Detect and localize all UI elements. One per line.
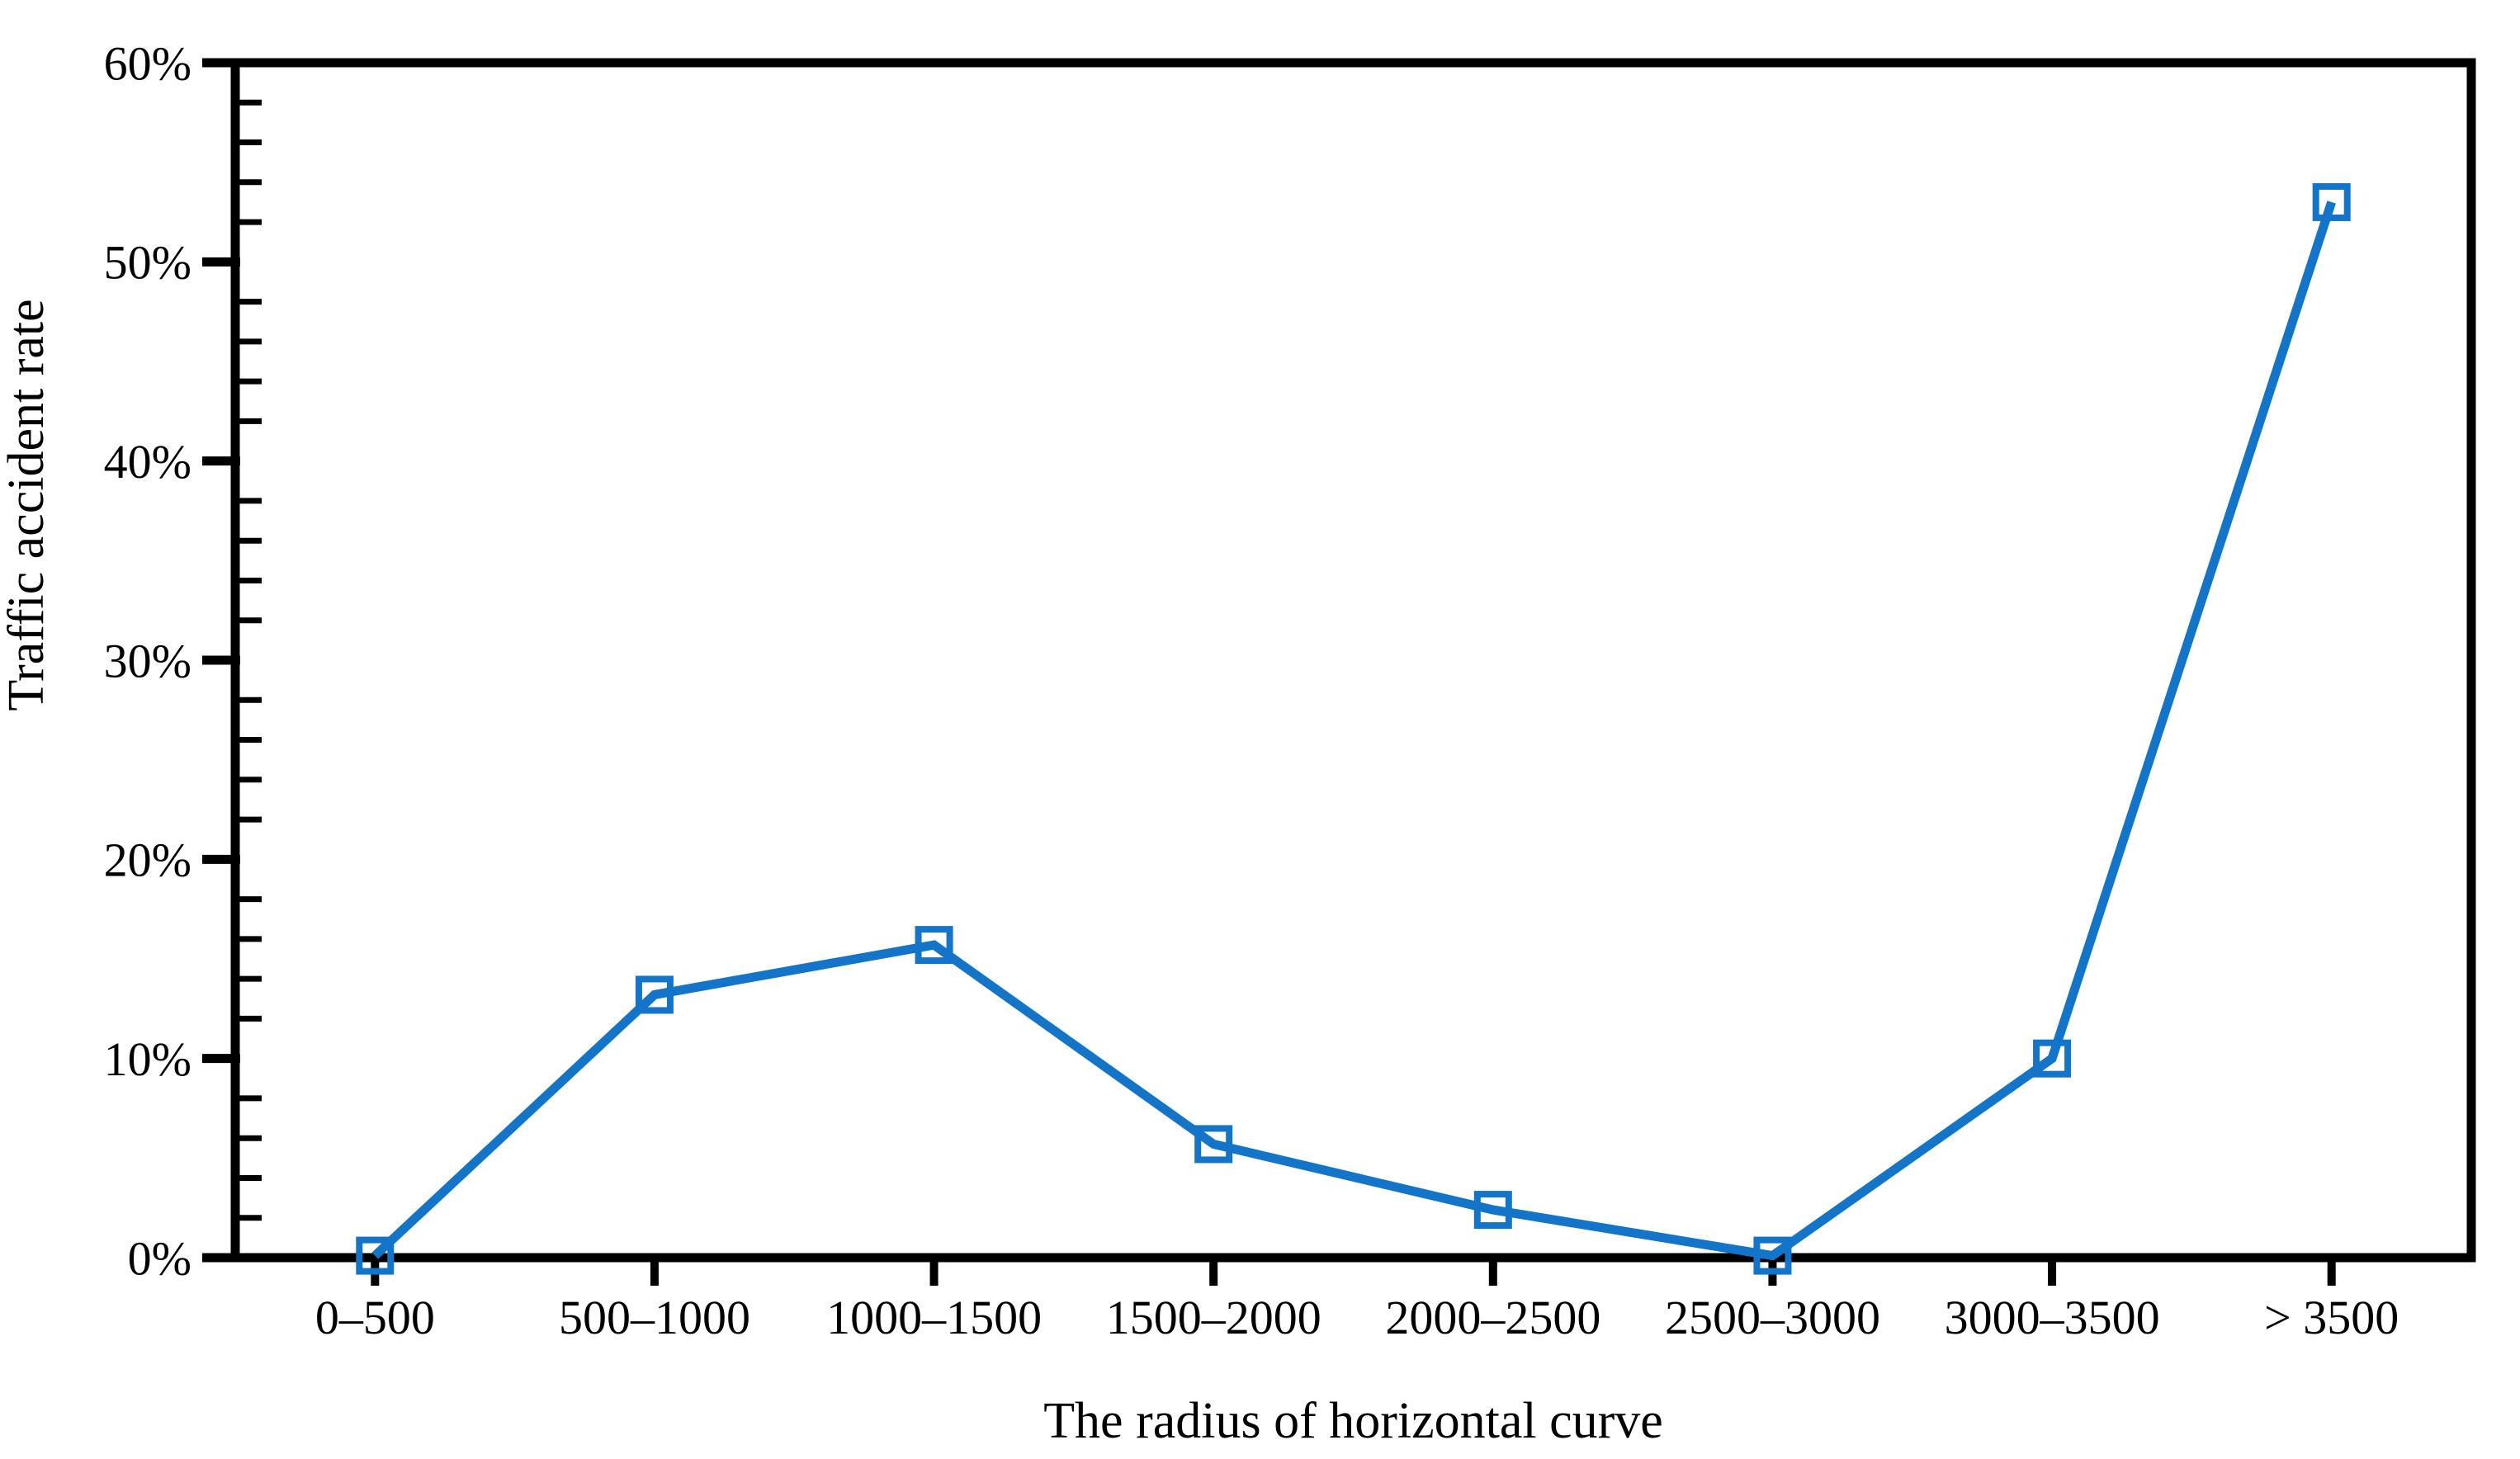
x-tick-label: 500–1000 bbox=[559, 1291, 750, 1344]
data-point-marker bbox=[915, 926, 953, 965]
y-tick-label: 50% bbox=[104, 236, 191, 290]
data-point-marker bbox=[2033, 1039, 2072, 1078]
x-tick-label: > 3500 bbox=[2264, 1291, 2399, 1344]
y-tick-label: 30% bbox=[104, 634, 191, 687]
x-tick-label: 2500–3000 bbox=[1665, 1291, 1880, 1344]
data-point-marker bbox=[356, 1236, 395, 1275]
y-tick-label: 60% bbox=[104, 36, 191, 90]
x-tick-label: 1000–1500 bbox=[826, 1291, 1042, 1344]
series-line bbox=[371, 201, 2336, 1261]
data-point-marker bbox=[2312, 182, 2351, 221]
x-tick-label: 2000–2500 bbox=[1385, 1291, 1600, 1344]
x-tick-label: 1500–2000 bbox=[1106, 1291, 1321, 1344]
y-tick-label: 20% bbox=[104, 833, 191, 887]
data-point-marker bbox=[1473, 1191, 1512, 1230]
y-tick-label: 10% bbox=[104, 1032, 191, 1086]
y-axis-title: Traffic accident rate bbox=[0, 299, 54, 711]
data-point-marker bbox=[1753, 1236, 1792, 1275]
x-tick-label: 3000–3500 bbox=[1945, 1291, 2160, 1344]
y-tick-label: 40% bbox=[104, 435, 191, 489]
data-point-marker bbox=[635, 975, 674, 1014]
data-point-marker bbox=[1194, 1125, 1233, 1164]
y-tick-label: 0% bbox=[128, 1231, 191, 1285]
x-axis-title: The radius of horizontal curve bbox=[1043, 1393, 1663, 1449]
x-tick-label: 0–500 bbox=[315, 1291, 435, 1344]
